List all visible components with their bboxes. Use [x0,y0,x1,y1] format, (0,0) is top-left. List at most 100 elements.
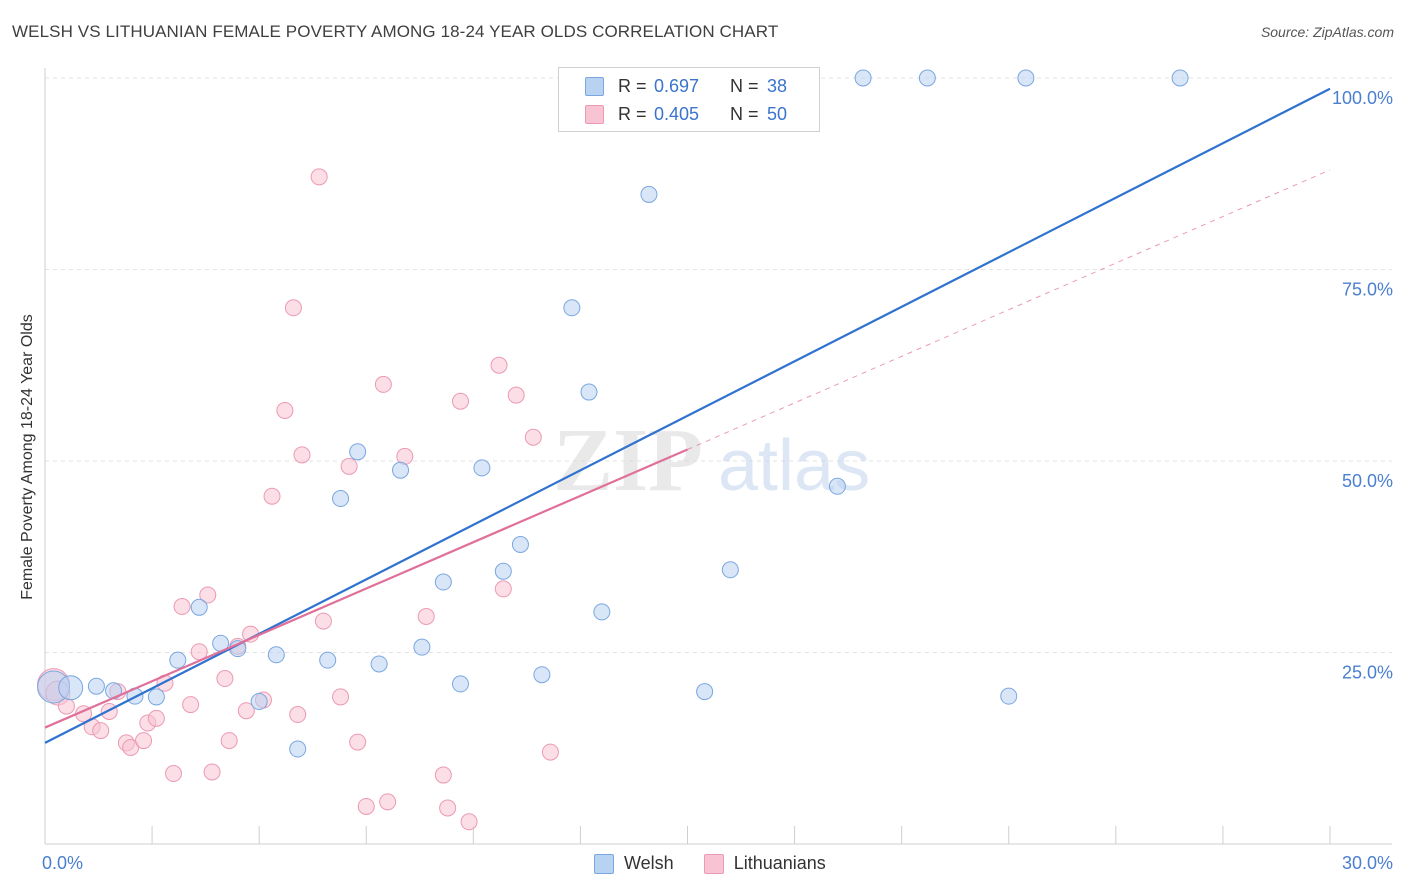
lithuanian-point [203,763,221,781]
lithuanian-point [293,446,311,464]
n-label: N = [730,75,759,96]
legend-row-lithuanians: R = 0.405 N = 50 [585,102,787,126]
r-value: 0.405 [654,103,700,124]
lithuanian-point [310,168,328,186]
lithuanian-point [494,580,512,598]
lithuanian-point [434,766,452,784]
welsh-point [169,651,187,669]
watermark-zip: ZIP [553,411,703,510]
data-points [37,69,1189,831]
welsh-point [473,459,491,477]
lithuanian-point [289,706,307,724]
welsh-point [319,651,337,669]
lithuanian-point [490,356,508,374]
lithuanians-swatch [703,853,724,874]
lithuanian-point [417,607,435,625]
lithuanian-trend-extension [687,169,1331,450]
welsh-point [332,490,350,508]
legend-item-welsh[interactable]: Welsh [594,853,674,874]
source-note: Source: ZipAtlas.com [1260,24,1394,40]
lithuanian-point [451,392,469,410]
lithuanian-point [173,598,191,616]
welsh-point [289,740,307,758]
lithuanian-point [524,428,542,446]
lithuanian-point [374,375,392,393]
lithuanian-point [100,702,118,720]
welsh-point [267,646,285,664]
welsh-point [640,185,658,203]
lithuanians-swatch [585,104,604,124]
lithuanian-point [216,670,234,688]
welsh-point [580,383,598,401]
welsh-point [87,677,105,695]
lithuanian-point [237,702,255,720]
welsh-point [828,477,846,495]
lithuanian-point [199,586,217,604]
lithuanian-point [357,797,375,815]
lithuanian-point [135,732,153,750]
y-tick-label: 100.0% [1332,88,1393,108]
r-value: 0.697 [654,75,700,96]
r-label: R = [618,103,647,124]
welsh-point [250,693,268,711]
welsh-point [1000,687,1018,705]
legend-row-welsh: R = 0.697 N = 38 [585,74,787,98]
n-value: 50 [767,103,788,124]
welsh-point [533,666,551,684]
lithuanian-point [541,743,559,761]
y-tick-label: 75.0% [1342,280,1393,300]
lithuanian-point [439,799,457,817]
x-tick-label: 0.0% [42,853,83,873]
welsh-point [147,688,165,706]
welsh-point [696,683,714,701]
r-label: R = [618,75,647,96]
n-value: 38 [767,75,788,96]
welsh-swatch [585,76,604,96]
lithuanian-point [332,688,350,706]
welsh-point [451,675,469,693]
y-tick-label: 50.0% [1342,471,1393,491]
welsh-point [392,461,410,479]
lithuanian-point [147,709,165,727]
correlation-legend: R = 0.697 N = 38 R = 0.405 N = 50 [558,67,820,132]
welsh-point [563,299,581,317]
lithuanian-point [165,765,182,783]
welsh-point [511,535,529,553]
trend-lines [44,87,1331,744]
legend-label: Lithuanians [733,853,826,873]
lithuanian-point [92,722,110,740]
welsh-point [349,443,367,461]
welsh-point [58,675,84,701]
lithuanian-point [220,732,238,750]
lithuanian-point [507,386,525,404]
chart-title: WELSH VS LITHUANIAN FEMALE POVERTY AMONG… [12,22,779,41]
lithuanian-point [182,696,200,714]
welsh-point [918,69,936,87]
x-tick-label: 30.0% [1342,853,1393,873]
welsh-point [434,573,452,591]
lithuanian-point [284,299,302,317]
series-legend: Welsh Lithuanians [594,853,856,874]
lithuanian-point [460,813,478,831]
welsh-point [494,562,512,580]
welsh-point [721,561,739,579]
lithuanian-point [379,793,397,811]
welsh-point [854,69,872,87]
welsh-point [370,655,388,673]
welsh-point [413,638,431,656]
lithuanian-point [340,457,358,475]
welsh-point [1171,69,1189,87]
welsh-swatch [594,853,614,874]
legend-label: Welsh [624,853,674,873]
lithuanian-point [349,733,367,751]
lithuanian-point [276,401,294,419]
n-label: N = [730,103,759,124]
legend-item-lithuanians[interactable]: Lithuanians [703,853,826,874]
welsh-point [1017,69,1035,87]
lithuanian-point [314,612,332,630]
grid-lines [45,77,1392,653]
tick-labels: 25.0% 50.0% 75.0% 100.0% 0.0% 30.0% [42,88,1393,873]
watermark-atlas: atlas [718,426,870,506]
lithuanian-trend-line [44,448,688,729]
